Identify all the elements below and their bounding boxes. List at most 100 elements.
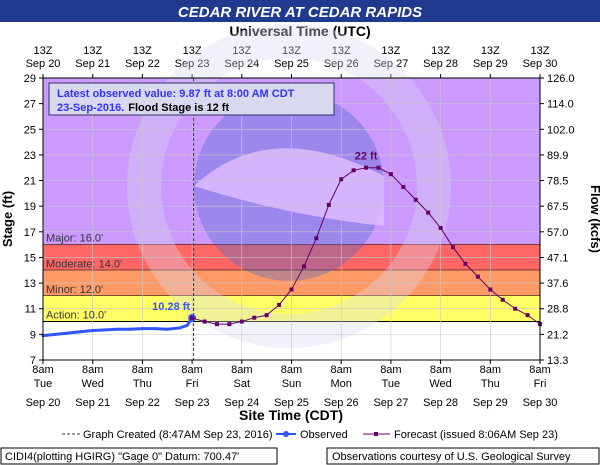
y-tick-label: 7 [30,355,36,367]
info-date: 23-Sep-2016. [57,102,124,114]
top-tick-time: 13Z [282,45,301,57]
forecast-point [438,225,443,230]
y2-tick-label: 28.8 [547,304,568,316]
forecast-point [289,287,294,292]
annotation-label: 22 ft [355,151,378,163]
top-tick-time: 13Z [332,45,351,57]
forecast-point [413,197,418,202]
top-tick-time: 13Z [232,45,251,57]
forecast-point [339,177,344,182]
top-tick-date: Sep 23 [175,58,210,70]
observed-point [153,327,157,331]
courtesy-box [326,447,600,465]
legend-observed: Observed [300,429,348,441]
forecast-point [301,264,306,269]
top-tick-time: 13Z [481,45,500,57]
legend-forecast: Forecast (issued 8:06AM Sep 23) [394,429,558,441]
forecast-point [376,165,381,170]
forecast-point [525,313,530,318]
bottom-tick-day: Sun [282,378,302,390]
y-tick-label: 11 [25,304,36,316]
forecast-point [326,202,331,207]
y-tick-label: 21 [24,176,36,188]
top-tick-date: Sep 22 [125,58,160,70]
top-tick-date: Sep 25 [274,58,309,70]
flood-band-label: Minor: 12.0' [46,284,103,296]
annotations: 10.28 ft 22 ft [152,151,378,313]
bottom-tick-day: Fri [186,378,199,390]
observed-point [53,332,57,336]
y2-tick-label: 78.5 [547,176,568,188]
flood-band-label: Moderate: 14.0' [46,258,122,270]
bottom-tick-date: Sep 20 [26,397,61,409]
y-tick-label: 25 [24,124,36,136]
y-tick-label: 9 [30,329,36,341]
forecast-point [252,315,257,320]
station-info-box [0,447,278,465]
info-flood-stage: Flood Stage is 12 ft [128,102,229,114]
bottom-tick-date: Sep 22 [125,397,160,409]
top-tick-time: 13Z [133,45,152,57]
forecast-point [500,297,505,302]
legend-graph-created: Graph Created (8:47AM Sep 23, 2016) [83,429,273,441]
top-tick-date: Sep 29 [473,58,508,70]
title-bar [0,0,600,22]
bottom-tick-date: Sep 30 [523,397,558,409]
forecast-point [264,313,269,318]
bottom-tick-time: 8am [132,364,153,376]
y2-tick-label: 37.6 [547,278,568,290]
y2-tick-label: 21.2 [547,329,568,341]
y-axis-title: Stage (ft) [0,191,15,247]
observed-point [165,327,169,331]
observed-point [66,331,70,335]
forecast-point [488,287,493,292]
courtesy-text: Observations courtesy of U.S. Geological… [332,451,571,463]
forecast-point [426,210,431,215]
top-tick-time: 13Z [381,45,400,57]
top-tick-date: Sep 28 [423,58,458,70]
bottom-tick-time: 8am [330,364,351,376]
flood-band-labels: Major: 16.0' Moderate: 14.0' Minor: 12.0' A… [46,233,122,322]
observed-point [128,327,132,331]
bottom-tick-day: Wed [429,378,451,390]
noaa-logo-ring [127,24,451,348]
forecast-point [351,168,356,173]
forecast-point [475,274,480,279]
y2-tick-label: 67.5 [547,201,568,213]
forecast-point [401,184,406,189]
y2-tick-label: 47.1 [547,252,568,264]
latest-observed-info-box: Latest observed value: 9.87 ft at 8:00 A… [48,82,335,116]
top-tick-time: 13Z [531,45,550,57]
utc-axis-title: Universal Time (UTC) [229,23,370,39]
bottom-tick-day: Sat [234,378,251,390]
bottom-tick-time: 8am [380,364,401,376]
top-tick-date: Sep 30 [523,58,558,70]
forecast-point [513,306,518,311]
bottom-tick-time: 8am [181,364,202,376]
y2-tick-label: 13.3 [547,355,568,367]
observed-point [185,323,189,327]
bottom-tick-day: Thu [481,378,500,390]
y-axis-left: 7 9 11 13 15 17 19 21 23 25 27 29 [24,73,43,367]
y2-axis-title: Flow (kcfs) [588,185,600,253]
bottom-tick-day: Tue [34,378,53,390]
y-tick-label: 15 [24,252,36,264]
observed-point [103,328,107,332]
bottom-tick-day: Wed [81,378,103,390]
bottom-tick-date: Sep 28 [423,397,458,409]
forecast-point [190,315,195,320]
observed-point [78,330,82,334]
x-axis-title: Site Time (CDT) [239,407,343,423]
y-tick-label: 19 [24,201,36,213]
top-tick-date: Sep 20 [26,58,61,70]
info-line1: Latest observed value: 9.87 ft at 8:00 A… [57,88,295,100]
bottom-tick-date: Sep 27 [373,397,408,409]
y-tick-label: 17 [24,227,36,239]
y-axis-right: 13.3 21.2 28.8 37.6 47.1 57.0 67.5 78.5 89.9 102.… [540,73,575,367]
y2-tick-label: 126.0 [547,73,575,85]
observed-point [140,327,144,331]
top-tick-time: 13Z [183,45,202,57]
bottom-tick-date: Sep 24 [224,397,259,409]
